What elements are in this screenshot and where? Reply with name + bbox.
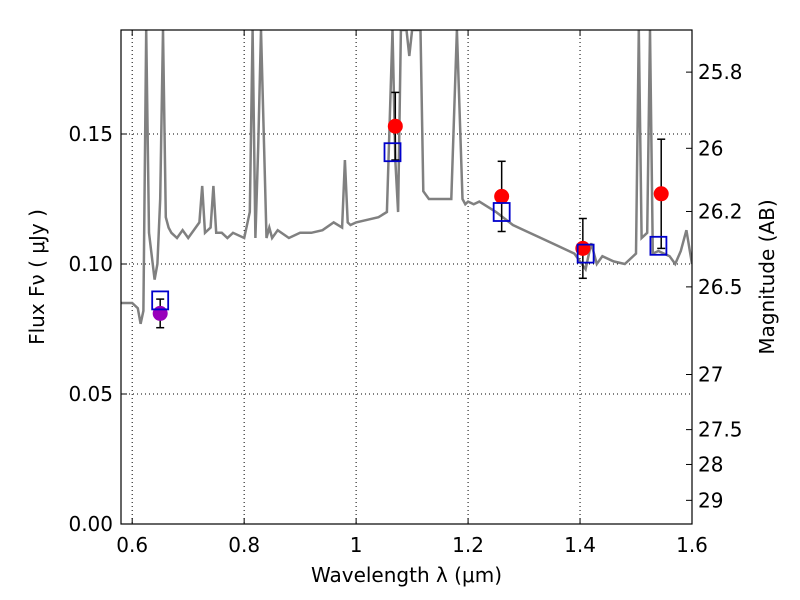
square-point: [492, 202, 511, 222]
square-point: [649, 235, 668, 256]
model-spectrum: [121, 30, 692, 325]
axis-ticks: 0.6 0.8 1 1.2 1.4 1.6 0.00 0.05 0.10 0.15 25.8 26 26…: [68, 30, 743, 557]
right-tick-label: 26.5: [698, 275, 743, 299]
x-tick-label: 1.4: [564, 533, 596, 557]
x-tick-label: 0.6: [116, 533, 148, 557]
square-point: [383, 142, 402, 163]
x-tick-label: 1.6: [676, 533, 708, 557]
y-tick-label: 0.05: [68, 382, 113, 406]
square-point: [576, 243, 595, 264]
model-spectrum-line: [121, 30, 692, 325]
x-axis-label: Wavelength λ (μm): [311, 563, 502, 587]
y-tick-label: 0.15: [68, 122, 113, 146]
circle-point: [152, 305, 168, 321]
right-tick-label: 27.5: [698, 418, 743, 442]
right-tick-label: 26.2: [698, 199, 743, 223]
y-axis-label: Flux Fν ( μJy ): [25, 209, 49, 345]
circle-point: [387, 118, 403, 134]
x-tick-label: 1.2: [452, 533, 484, 557]
square-point: [151, 290, 170, 311]
right-tick-label: 25.8: [698, 60, 743, 84]
right-axis-label: Magnitude (AB): [755, 199, 779, 354]
y-tick-label: 0.00: [68, 512, 113, 536]
plot-frame: [120, 29, 693, 525]
right-tick-label: 27: [698, 363, 723, 387]
x-tick-label: 0.8: [228, 533, 260, 557]
x-tick-label: 1: [350, 533, 363, 557]
right-tick-label: 28: [698, 452, 723, 476]
circle-point: [494, 188, 510, 204]
grid: [121, 30, 693, 524]
y-tick-label: 0.10: [68, 252, 113, 276]
data-points: [151, 91, 669, 329]
right-tick-label: 26: [698, 136, 723, 160]
right-tick-label: 29: [698, 488, 723, 512]
circle-point: [653, 186, 669, 202]
